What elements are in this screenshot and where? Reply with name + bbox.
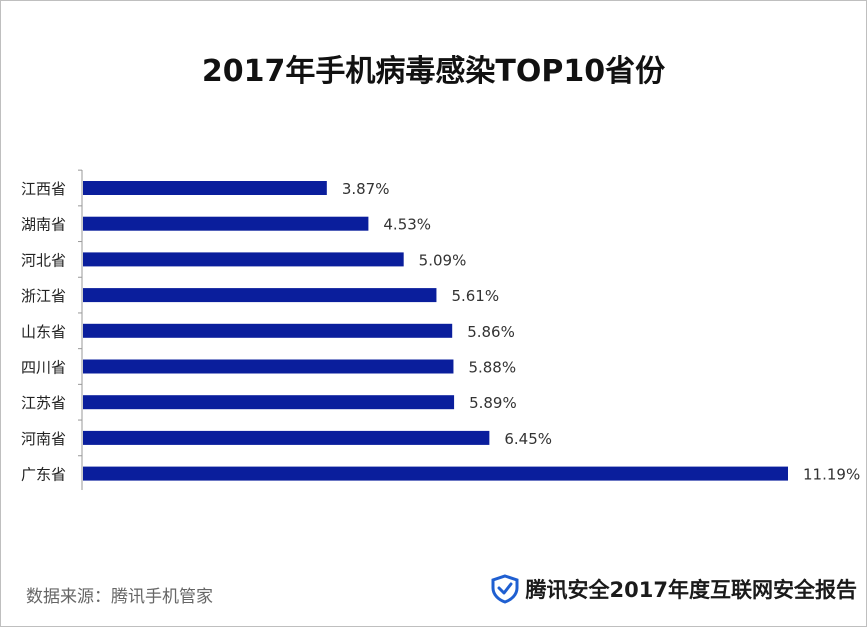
category-label: 四川省 (21, 359, 66, 377)
bar (83, 323, 453, 338)
data-label: 5.86% (467, 323, 515, 341)
brand-signature: 腾讯安全2017年度互联网安全报告 (490, 574, 857, 604)
bar (83, 181, 327, 195)
category-label: 湖南省 (21, 216, 66, 234)
bar (83, 395, 455, 410)
data-label: 5.89% (469, 394, 517, 412)
data-label: 11.19% (803, 466, 860, 484)
data-label: 4.53% (383, 216, 431, 234)
chart-title: 2017年手机病毒感染TOP10省份 (201, 54, 666, 89)
bar (83, 288, 437, 303)
category-label: 河北省 (21, 251, 66, 269)
category-label: 广东省 (21, 466, 66, 484)
bar (83, 216, 369, 231)
bar (83, 252, 404, 267)
data-label: 3.87% (342, 180, 390, 198)
bar (83, 466, 788, 481)
category-label: 江西省 (21, 180, 66, 198)
brand-text: 腾讯安全2017年度互联网安全报告 (525, 578, 857, 602)
bar (83, 359, 454, 374)
data-label: 5.09% (419, 251, 467, 269)
data-label: 5.88% (468, 359, 516, 377)
data-source-note: 数据来源：腾讯手机管家 (26, 587, 213, 607)
category-label: 江苏省 (21, 394, 66, 412)
data-label: 5.61% (451, 287, 499, 305)
category-label: 河南省 (21, 430, 66, 448)
bar (83, 430, 490, 445)
data-label: 6.45% (504, 430, 552, 448)
category-label: 山东省 (21, 323, 66, 341)
shield-check-icon (491, 574, 519, 604)
category-label: 浙江省 (21, 287, 66, 305)
